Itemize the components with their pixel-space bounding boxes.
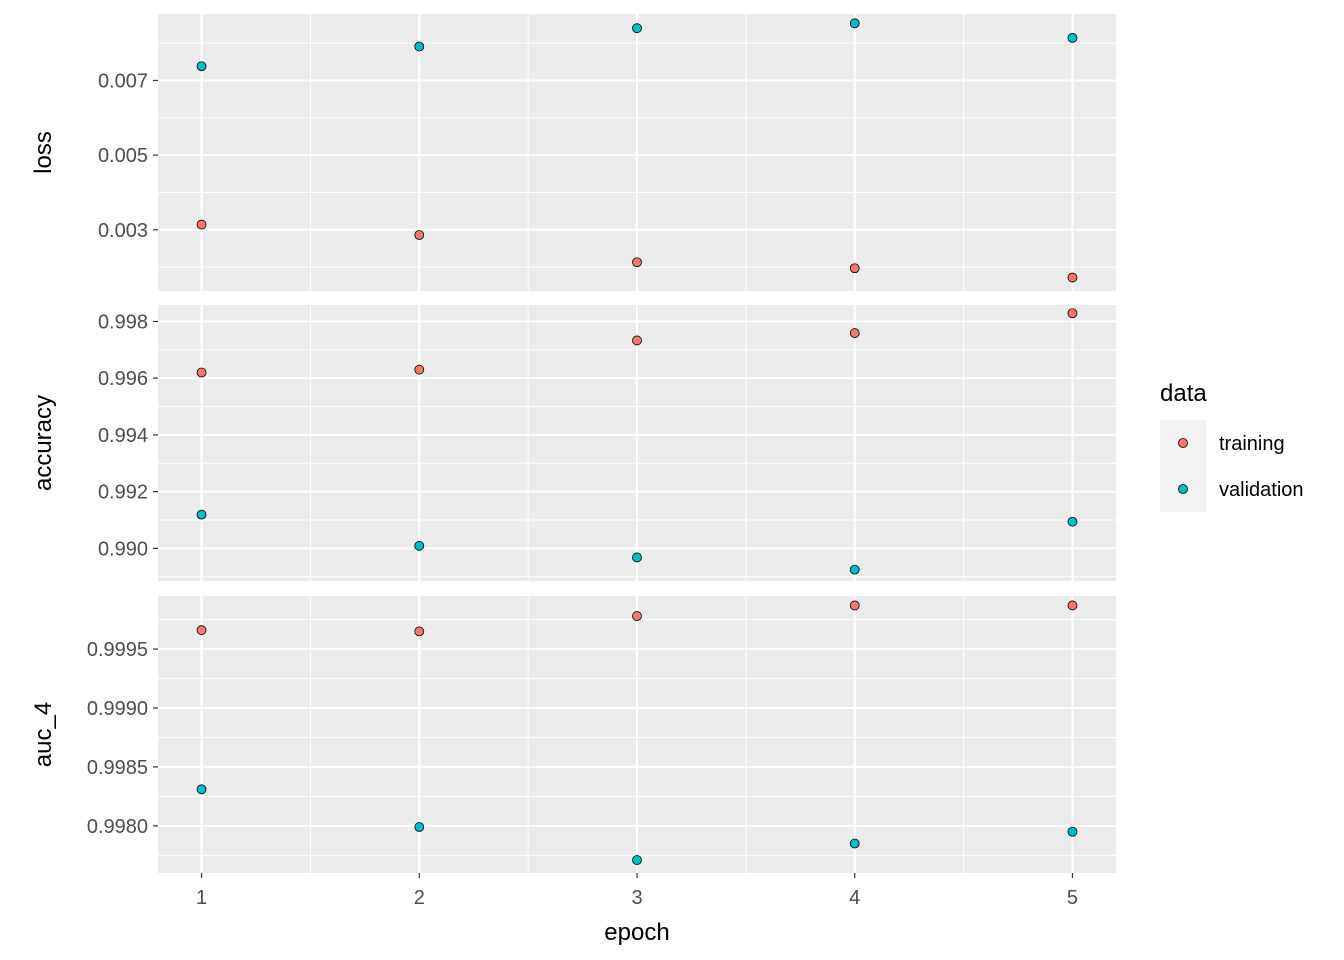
data-point-training [196, 625, 207, 636]
legend-label: validation [1219, 479, 1304, 501]
y-tick-label: 0.005 [98, 145, 148, 167]
y-tick-label: 0.992 [98, 482, 148, 504]
legend-key-validation [1178, 484, 1188, 494]
x-tick-label: 5 [1067, 887, 1078, 909]
y-axis-title: loss [30, 131, 57, 174]
data-point-training [1067, 600, 1078, 611]
data-point-validation [632, 552, 642, 563]
data-point-validation [196, 784, 207, 795]
data-point-training [632, 335, 642, 346]
x-tick-label: 2 [414, 887, 425, 909]
data-point-training [414, 626, 425, 637]
y-tick-label: 0.9995 [87, 639, 148, 661]
data-point-validation [414, 540, 425, 551]
data-point-validation [414, 822, 425, 832]
y-tick-label: 0.990 [98, 538, 148, 560]
legend-label: training [1219, 433, 1285, 455]
data-point-validation [849, 564, 860, 575]
legend-title: data [1160, 380, 1207, 407]
data-point-training [196, 219, 207, 230]
data-point-training [849, 600, 860, 611]
data-point-training [849, 328, 860, 338]
y-axis-title: accuracy [30, 395, 57, 491]
data-point-validation [1067, 826, 1078, 837]
data-point-training [1067, 308, 1078, 319]
data-point-training [849, 263, 860, 274]
data-point-validation [632, 23, 642, 34]
y-tick-label: 0.003 [98, 220, 148, 242]
data-point-validation [414, 41, 425, 52]
data-point-training [632, 611, 642, 621]
data-point-validation [196, 509, 207, 520]
data-point-validation [1067, 516, 1078, 527]
y-tick-label: 0.998 [98, 311, 148, 333]
data-point-validation [849, 838, 860, 849]
y-tick-label: 0.994 [98, 425, 148, 447]
x-tick-label: 1 [196, 887, 207, 909]
legend-key-training [1178, 438, 1188, 448]
data-point-training [414, 364, 425, 375]
data-point-training [414, 230, 425, 240]
y-tick-label: 0.9985 [87, 757, 148, 779]
x-tick-label: 4 [849, 887, 860, 909]
data-point-training [196, 367, 207, 378]
x-tick-label: 3 [631, 887, 642, 909]
y-tick-label: 0.9990 [87, 698, 148, 720]
y-tick-label: 0.007 [98, 70, 148, 92]
data-point-training [632, 257, 642, 268]
y-tick-label: 0.9980 [87, 816, 148, 838]
y-tick-label: 0.996 [98, 368, 148, 390]
x-axis-title: epoch [604, 919, 669, 946]
data-point-validation [632, 855, 642, 865]
y-axis-title: auc_4 [30, 702, 57, 767]
data-point-validation [196, 61, 207, 72]
data-point-validation [1067, 32, 1078, 43]
data-point-validation [849, 18, 860, 29]
data-point-training [1067, 272, 1078, 283]
